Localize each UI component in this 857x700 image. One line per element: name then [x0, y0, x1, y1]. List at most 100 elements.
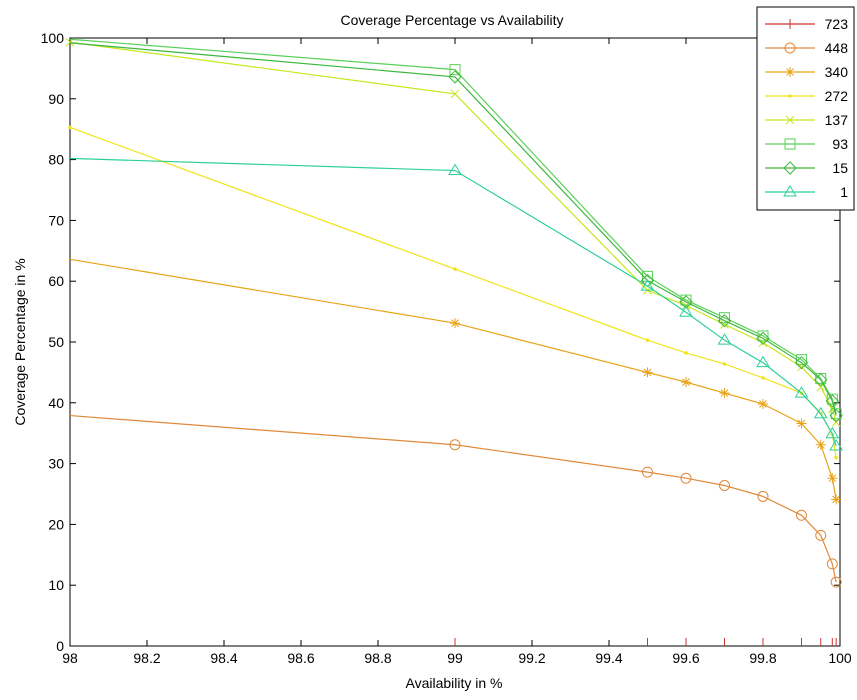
y-tick-label: 40 [48, 395, 64, 411]
legend-item: 15 [765, 160, 848, 176]
data-point [826, 393, 838, 405]
series-1 [69, 157, 844, 451]
data-point [642, 270, 653, 282]
data-point [645, 338, 650, 342]
data-point [831, 494, 842, 505]
legend: 723 448 340 272 137 93 15 1 [756, 6, 855, 211]
y-tick-label: 60 [48, 273, 64, 289]
x-tick-label: 99.8 [749, 650, 776, 666]
data-point [825, 394, 840, 408]
x-axis-label: Availability in % [405, 675, 502, 691]
legend-item: 340 [765, 64, 848, 80]
data-point [448, 70, 462, 84]
legend-marker [788, 94, 792, 98]
x-tick-label: 100 [828, 650, 852, 666]
data-point [679, 305, 693, 317]
legend-marker [783, 185, 797, 197]
data-point [794, 386, 809, 398]
series-line [69, 41, 837, 423]
legend-item: 448 [765, 40, 848, 56]
legend-label: 15 [832, 160, 848, 176]
legend-item: 723 [765, 16, 848, 32]
data-point [761, 376, 765, 380]
legend-marker [784, 42, 796, 54]
legend-label: 340 [825, 64, 849, 80]
data-point [717, 333, 732, 345]
data-point [826, 558, 838, 570]
plot-frame [69, 37, 841, 647]
series-137 [65, 37, 841, 427]
x-tick-label: 99.2 [518, 650, 545, 666]
legend-item: 93 [765, 136, 848, 152]
data-point [756, 355, 770, 368]
legend-label: 1 [840, 184, 848, 200]
legend-box [756, 6, 855, 211]
data-point [717, 314, 732, 328]
data-point [722, 362, 727, 366]
series-line [69, 126, 837, 458]
x-tick-label: 98.2 [133, 650, 160, 666]
data-point [829, 438, 844, 451]
x-tick-label: 98.8 [364, 650, 391, 666]
data-point [815, 529, 827, 541]
data-point [684, 351, 688, 355]
x-tick-label: 99.6 [672, 650, 699, 666]
data-point [679, 295, 693, 309]
data-point [796, 418, 807, 429]
data-point [756, 331, 770, 346]
data-point [449, 64, 461, 76]
y-tick-label: 0 [56, 638, 64, 654]
data-point [827, 473, 838, 484]
y-tick-label: 50 [48, 334, 64, 350]
data-point [757, 490, 769, 502]
data-point [681, 377, 691, 388]
data-point [794, 355, 809, 370]
y-tick-label: 30 [48, 456, 64, 472]
data-point [642, 466, 653, 478]
data-point [719, 479, 730, 491]
y-tick-label: 10 [48, 577, 64, 593]
legend-label: 137 [825, 112, 849, 128]
series-line [69, 42, 837, 416]
data-point [830, 576, 842, 588]
y-tick-label: 20 [48, 516, 64, 532]
data-point [640, 279, 655, 291]
y-tick-label: 70 [48, 212, 64, 228]
legend-item: 272 [765, 88, 848, 104]
legend-marker [783, 161, 797, 175]
data-point [796, 509, 807, 521]
series-line [69, 157, 837, 447]
legend-label: 272 [825, 88, 849, 104]
series-723 [454, 638, 837, 646]
legend-marker [784, 138, 796, 150]
series-line [69, 258, 837, 500]
data-point [815, 439, 826, 450]
series-93 [69, 38, 842, 420]
legend-marker [785, 67, 795, 77]
chart-title: Coverage Percentage vs Availability [340, 12, 563, 28]
legend-label: 448 [825, 40, 849, 56]
legend-item: 1 [765, 184, 848, 200]
y-tick-label: 80 [48, 152, 64, 168]
series-448 [69, 414, 842, 588]
data-point [758, 399, 768, 410]
series-340 [69, 258, 842, 505]
y-tick-label: 100 [41, 30, 65, 46]
legend-label: 93 [832, 136, 848, 152]
data-point [814, 372, 828, 387]
x-tick-label: 98.4 [210, 650, 237, 666]
data-point [813, 406, 828, 419]
data-point [453, 267, 457, 271]
data-point [719, 388, 730, 399]
series-line [69, 38, 837, 414]
legend-label: 723 [825, 16, 849, 32]
legend-item: 137 [765, 112, 848, 128]
legend-marker [785, 115, 795, 125]
data-point [450, 89, 460, 99]
x-tick-label: 99.4 [595, 650, 622, 666]
data-point [449, 439, 461, 451]
data-point [680, 294, 692, 306]
data-point [797, 362, 806, 372]
